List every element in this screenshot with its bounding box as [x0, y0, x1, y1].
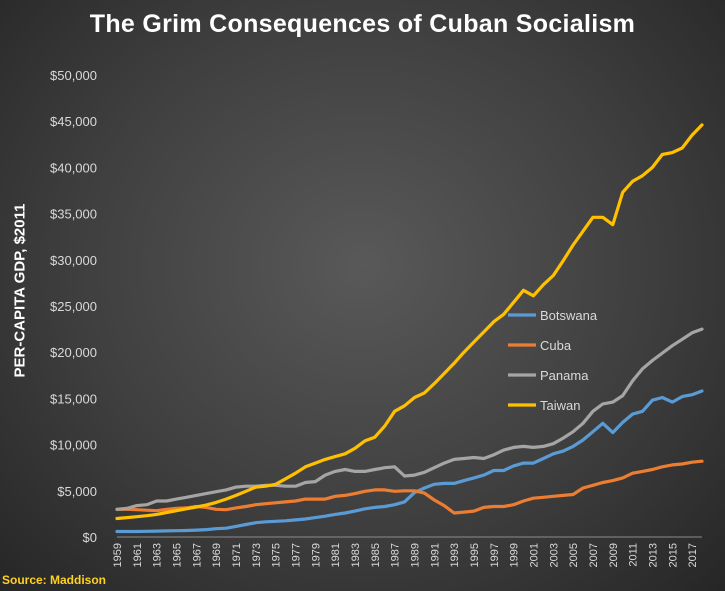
x-tick-label: 1981 — [330, 543, 342, 567]
x-tick-label: 1987 — [390, 543, 402, 567]
x-tick-label: 1959 — [112, 543, 124, 567]
y-tick-label: $5,000 — [57, 484, 97, 499]
y-tick-label: $15,000 — [50, 391, 97, 406]
x-tick-label: 1979 — [310, 543, 322, 567]
y-axis-title: PER-CAPITA GDP, $2011 — [11, 203, 29, 378]
x-tick-label: 1969 — [211, 543, 223, 567]
chart-title: The Grim Consequences of Cuban Socialism — [89, 10, 636, 38]
x-tick-label: 1967 — [191, 543, 203, 567]
y-tick-label: $35,000 — [50, 207, 97, 222]
y-tick-label: $20,000 — [50, 345, 97, 360]
x-tick-label: 1997 — [489, 543, 501, 567]
legend-label: Botswana — [540, 308, 598, 323]
x-tick-label: 2015 — [667, 543, 679, 567]
x-tick-label: 2005 — [568, 543, 580, 567]
legend-label: Taiwan — [540, 398, 580, 413]
legend-label: Panama — [540, 368, 589, 383]
x-tick-label: 1993 — [449, 543, 461, 567]
y-tick-label: $30,000 — [50, 253, 97, 268]
x-tick-label: 1983 — [350, 543, 362, 567]
y-tick-label: $0 — [83, 530, 97, 545]
series-line-panama — [115, 327, 704, 511]
y-tick-label: $25,000 — [50, 299, 97, 314]
x-tick-label: 1961 — [132, 543, 144, 567]
x-tick-label: 2013 — [647, 543, 659, 567]
y-tick-label: $50,000 — [50, 68, 97, 83]
series-line-taiwan — [115, 123, 704, 521]
x-tick-label: 1971 — [231, 543, 243, 567]
x-tick-label: 2009 — [608, 543, 620, 567]
legend: Botswana Cuba Panama Taiwan — [508, 308, 598, 413]
x-tick-label: 2001 — [528, 543, 540, 567]
x-tick-label: 1991 — [429, 543, 441, 567]
series-line-cuba — [115, 459, 704, 515]
y-axis: $0 $5,000 $10,000 $15,000 $20,000 $25,000 $30,… — [50, 68, 97, 545]
x-tick-label: 1975 — [271, 543, 283, 567]
y-tick-label: $45,000 — [50, 114, 97, 129]
source-note: Source: Maddison — [2, 573, 107, 587]
x-axis: 1959 1961 1963 1965 1967 1969 1971 1973 1975 1977… — [112, 536, 702, 567]
x-tick-label: 1963 — [152, 543, 164, 567]
x-tick-label: 2003 — [548, 543, 560, 567]
series-line-botswana — [115, 389, 704, 534]
plot-area — [115, 123, 704, 534]
x-tick-label: 1999 — [509, 543, 521, 567]
x-tick-label: 2011 — [628, 543, 640, 567]
y-tick-label: $10,000 — [50, 438, 97, 453]
legend-label: Cuba — [540, 338, 572, 353]
y-tick-label: $40,000 — [50, 160, 97, 175]
x-tick-label: 1977 — [290, 543, 302, 567]
x-tick-label: 1995 — [469, 543, 481, 567]
x-tick-label: 1965 — [171, 543, 183, 567]
x-tick-label: 1973 — [251, 543, 263, 567]
x-tick-label: 1989 — [409, 543, 421, 567]
x-tick-label: 2017 — [687, 543, 699, 567]
x-tick-label: 2007 — [588, 543, 600, 567]
x-tick-label: 1985 — [370, 543, 382, 567]
